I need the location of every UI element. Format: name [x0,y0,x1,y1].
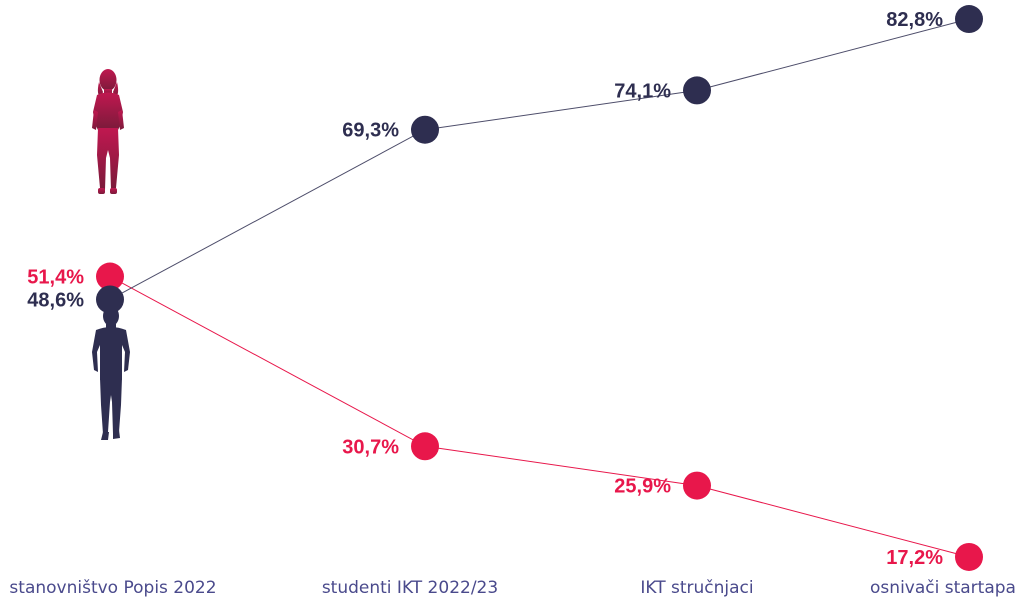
category-labels: stanovništvo Popis 2022 studenti IKT 2022… [9,578,1016,598]
man-silhouette-icon [92,306,130,440]
male-point-3 [955,5,983,34]
male-value-label-2: 74,1% [614,80,671,102]
female-point-2 [683,471,711,500]
male-series-line [109,18,970,300]
male-value-label-1: 69,3% [342,120,399,142]
woman-silhouette-icon [92,69,124,194]
female-value-label-0: 51,4% [27,267,84,289]
category-label-2: IKT stručnjaci [640,578,753,598]
female-point-1 [411,432,439,461]
series-lines [109,18,970,558]
female-series-line [109,276,970,558]
female-value-label-3: 17,2% [886,547,943,569]
value-labels: 51,4% 30,7% 25,9% 17,2% 48,6% 69,3% 74,1% 82,8% [27,9,943,569]
category-label-3: osnivači startapa [870,578,1016,598]
female-point-3 [955,542,983,571]
female-value-label-1: 30,7% [342,436,399,458]
category-label-1: studenti IKT 2022/23 [322,578,498,598]
male-value-label-0: 48,6% [27,289,84,311]
category-label-0: stanovništvo Popis 2022 [9,578,216,598]
male-value-label-3: 82,8% [886,9,943,31]
male-point-2 [683,76,711,105]
male-point-0 [96,285,124,314]
female-point-0 [96,262,124,291]
series-points [96,5,983,571]
male-point-1 [411,115,439,144]
female-value-label-2: 25,9% [614,476,671,498]
